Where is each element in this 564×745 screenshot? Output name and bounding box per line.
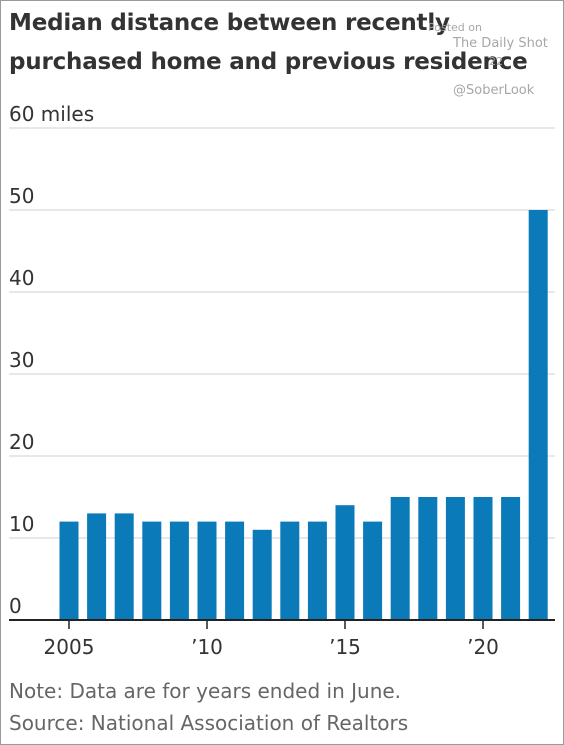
y-axis-labels: 0 10 20 30 40 50 60 miles: [9, 102, 94, 618]
bar-2013: [280, 521, 300, 620]
bar-2020: [473, 497, 493, 620]
bar-2015: [335, 505, 355, 620]
bar-2008: [142, 521, 162, 620]
watermark-site-name: The Daily Shot: [453, 36, 548, 51]
bar-2005: [59, 521, 79, 620]
source-note: Source: National Association of Realtors: [9, 711, 409, 735]
y-tick-label-40: 40: [9, 266, 34, 290]
bar-2009: [169, 521, 189, 620]
x-tick-label-2010: ’10: [191, 635, 223, 659]
bar-2006: [87, 513, 107, 620]
bar-2010: [197, 521, 217, 620]
bar-chart: 0 10 20 30 40 50 60 miles 2005 ’10 ’15 ’20: [9, 102, 555, 659]
bar-2019: [445, 497, 465, 620]
bar-2014: [307, 521, 327, 620]
footnote: Note: Data are for years ended in June.: [9, 679, 402, 703]
bar-2018: [418, 497, 438, 620]
chart-title-line-1: Median distance between recently: [9, 10, 450, 36]
watermark-date-fragment: 22: [489, 55, 503, 68]
bars: [59, 210, 548, 620]
bar-2007: [114, 513, 134, 620]
bar-2012: [252, 529, 272, 620]
bar-2011: [225, 521, 245, 620]
watermark-handle: @SoberLook: [453, 83, 535, 98]
y-tick-label-10: 10: [9, 512, 34, 536]
bar-2022: [528, 210, 548, 620]
bar-2017: [390, 497, 410, 620]
y-tick-label-20: 20: [9, 430, 34, 454]
x-tick-label-2020: ’20: [467, 635, 499, 659]
gridlines: [9, 127, 555, 539]
x-tick-label-2015: ’15: [329, 635, 361, 659]
watermark-posted-on: Posted on: [428, 21, 482, 34]
y-tick-label-30: 30: [9, 348, 34, 372]
x-tick-label-2005: 2005: [44, 635, 95, 659]
y-tick-label-0: 0: [9, 594, 22, 618]
bar-2021: [501, 497, 521, 620]
y-tick-label-50: 50: [9, 184, 34, 208]
x-axis-ticks: 2005 ’10 ’15 ’20: [44, 620, 499, 659]
bar-2016: [363, 521, 383, 620]
y-tick-label-60: 60 miles: [9, 102, 94, 126]
chart-title-line-2: purchased home and previous residence: [9, 49, 528, 75]
